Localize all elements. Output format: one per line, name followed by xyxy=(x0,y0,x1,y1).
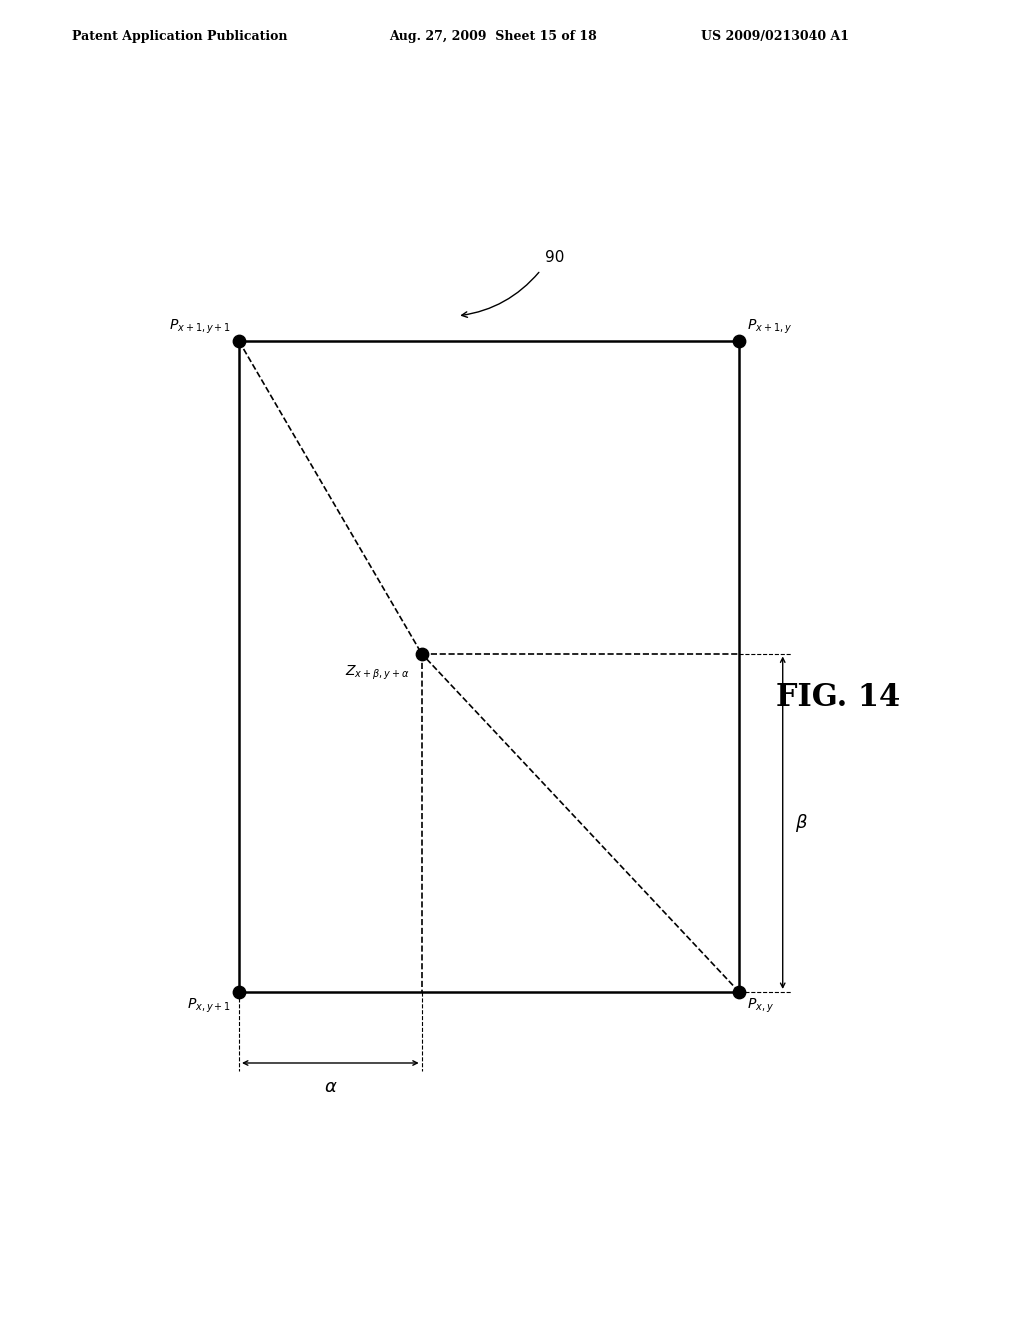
Text: $P_{x,y}$: $P_{x,y}$ xyxy=(748,997,774,1015)
Text: Aug. 27, 2009  Sheet 15 of 18: Aug. 27, 2009 Sheet 15 of 18 xyxy=(389,30,597,44)
Point xyxy=(231,331,248,352)
Text: $\beta$: $\beta$ xyxy=(795,812,808,834)
Point xyxy=(731,981,748,1002)
Text: $P_{x+1,y}$: $P_{x+1,y}$ xyxy=(748,318,793,337)
Text: Patent Application Publication: Patent Application Publication xyxy=(72,30,287,44)
Text: FIG. 14: FIG. 14 xyxy=(776,681,900,713)
Point xyxy=(231,981,248,1002)
Text: $P_{x+1,y+1}$: $P_{x+1,y+1}$ xyxy=(169,318,231,337)
Text: $\alpha$: $\alpha$ xyxy=(324,1078,337,1096)
Point xyxy=(731,331,748,352)
Text: 90: 90 xyxy=(545,249,564,265)
Text: $Z_{x+\beta,y+\alpha}$: $Z_{x+\beta,y+\alpha}$ xyxy=(345,664,410,682)
Text: $P_{x,y+1}$: $P_{x,y+1}$ xyxy=(187,997,231,1015)
Point xyxy=(414,643,430,664)
Text: US 2009/0213040 A1: US 2009/0213040 A1 xyxy=(701,30,850,44)
